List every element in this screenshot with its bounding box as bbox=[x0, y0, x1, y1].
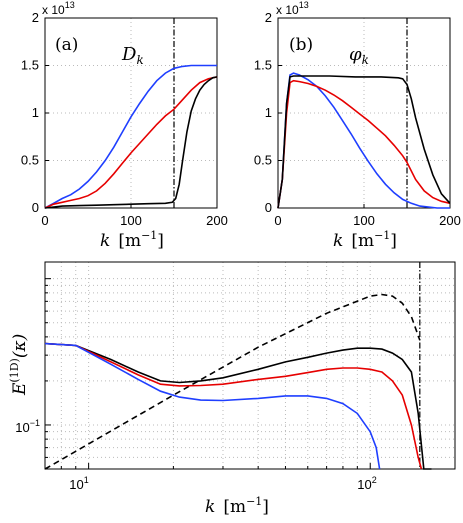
xtick-label: 100 bbox=[353, 213, 375, 228]
ytick-label: 1.5 bbox=[254, 58, 272, 73]
grid-c bbox=[44, 262, 456, 470]
xtick-label: 100 bbox=[120, 213, 142, 228]
series-line bbox=[277, 72, 450, 209]
xlabel-a: k [m−1] bbox=[100, 229, 164, 251]
xlabel-b: k [m−1] bbox=[333, 229, 397, 251]
xtick-c-10: 101 bbox=[69, 475, 88, 492]
panel-c: k [m−1] E(1D)(κ) 101 102 10−1 bbox=[8, 261, 456, 517]
axes-frame-c bbox=[44, 261, 456, 470]
symbol-a: Dk bbox=[121, 44, 144, 67]
ytick-label: 1 bbox=[265, 105, 272, 120]
panel-label-a: (a) bbox=[55, 35, 78, 55]
series-b bbox=[277, 18, 451, 209]
ytick-c-01: 10−1 bbox=[15, 418, 40, 435]
series-line bbox=[44, 293, 421, 470]
series-line bbox=[277, 75, 451, 209]
panel-a: 0 100 200 0 0.5 1 1.5 2 x 1013 (a) Dk k [m−1] bbox=[21, 0, 228, 251]
xtick-c-100: 102 bbox=[357, 475, 376, 492]
series-line bbox=[44, 342, 381, 470]
ticks-a: 0 100 200 0 0.5 1 1.5 2 bbox=[21, 10, 228, 228]
ytick-label: 0.5 bbox=[21, 153, 39, 168]
xlabel-c: k [m−1] bbox=[205, 495, 269, 517]
multiplier-b: x 1013 bbox=[276, 0, 309, 17]
ytick-label: 2 bbox=[32, 10, 39, 25]
ticks-b: 0 100 200 0 0.5 1 1.5 2 bbox=[254, 10, 461, 228]
ytick-label: 0 bbox=[265, 200, 272, 215]
ylabel-c: E(1D)(κ) bbox=[8, 334, 30, 396]
ytick-label: 1.5 bbox=[21, 58, 39, 73]
panel-b: 0 100 200 0 0.5 1 1.5 2 x 1013 (b) φk k [m−1] bbox=[254, 0, 461, 251]
series-c bbox=[44, 262, 432, 470]
ytick-label: 0.5 bbox=[254, 153, 272, 168]
series-line bbox=[277, 79, 451, 209]
ytick-label: 1 bbox=[32, 105, 39, 120]
ytick-label: 0 bbox=[32, 200, 39, 215]
series-line bbox=[44, 64, 217, 209]
series-line bbox=[44, 342, 432, 470]
xtick-label: 200 bbox=[206, 213, 228, 228]
series-line bbox=[44, 76, 218, 209]
multiplier-a: x 1013 bbox=[42, 0, 75, 17]
ytick-label: 2 bbox=[265, 10, 272, 25]
series-a bbox=[44, 18, 218, 209]
xtick-label: 0 bbox=[41, 213, 48, 228]
ticks-c bbox=[44, 278, 456, 470]
symbol-b: φk bbox=[349, 44, 369, 67]
panel-label-b: (b) bbox=[289, 35, 313, 55]
xtick-label: 200 bbox=[439, 213, 461, 228]
series-line bbox=[44, 342, 423, 470]
series-line bbox=[44, 76, 218, 209]
xtick-label: 0 bbox=[274, 213, 281, 228]
